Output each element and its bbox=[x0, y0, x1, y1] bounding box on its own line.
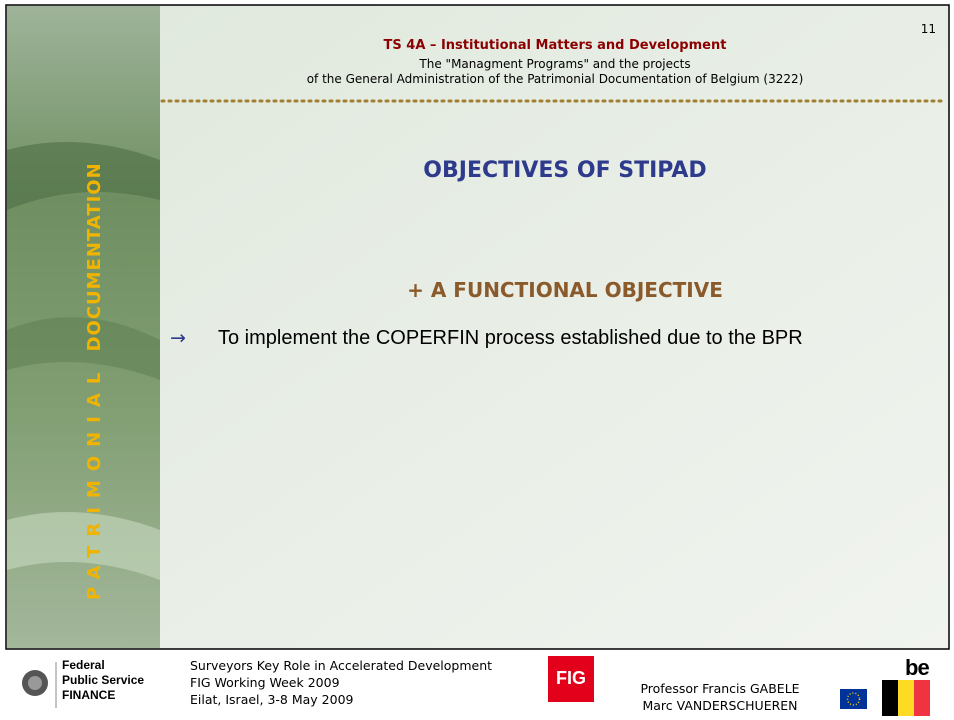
be-flag-black bbox=[882, 680, 898, 716]
page-number: 11 bbox=[921, 22, 936, 36]
bullet-symbol: → bbox=[170, 327, 186, 349]
slide-graphics bbox=[0, 0, 954, 720]
org-line: Federal bbox=[62, 658, 144, 673]
event-info: Surveyors Key Role in Accelerated Develo… bbox=[190, 657, 492, 708]
session-title: TS 4A – Institutional Matters and Develo… bbox=[160, 38, 950, 53]
header-line: The "Managment Programs" and the project… bbox=[160, 57, 950, 71]
bullet-text: To implement the COPERFIN process establ… bbox=[218, 327, 803, 350]
event-line: Surveyors Key Role in Accelerated Develo… bbox=[190, 657, 492, 674]
fig-logo-text: FIG bbox=[548, 668, 594, 689]
org-name: Federal Public Service FINANCE bbox=[62, 658, 144, 703]
be-flag-red bbox=[914, 680, 930, 716]
org-line: Public Service bbox=[62, 673, 144, 688]
header-line: of the General Administration of the Pat… bbox=[160, 72, 950, 86]
org-line: FINANCE bbox=[62, 688, 144, 703]
eu-flag bbox=[840, 689, 867, 709]
author: Marc VANDERSCHUEREN bbox=[620, 697, 820, 714]
banner-word: PATRIMONIAL bbox=[84, 364, 105, 600]
slide-title: OBJECTIVES OF STIPAD bbox=[160, 158, 954, 183]
finance-emblem bbox=[22, 670, 48, 696]
be-logo: be bbox=[905, 655, 929, 681]
event-line: Eilat, Israel, 3-8 May 2009 bbox=[190, 691, 492, 708]
authors: Professor Francis GABELE Marc VANDERSCHU… bbox=[620, 680, 820, 714]
subtitle: + A FUNCTIONAL OBJECTIVE bbox=[160, 278, 954, 302]
author: Professor Francis GABELE bbox=[620, 680, 820, 697]
banner-word: DOCUMENTATION bbox=[84, 162, 105, 351]
slide: PATRIMONIAL DOCUMENTATION 11 TS 4A – Ins… bbox=[0, 0, 954, 720]
event-line: FIG Working Week 2009 bbox=[190, 674, 492, 691]
be-flag-yellow bbox=[898, 680, 914, 716]
side-banner: PATRIMONIAL DOCUMENTATION bbox=[84, 162, 105, 600]
